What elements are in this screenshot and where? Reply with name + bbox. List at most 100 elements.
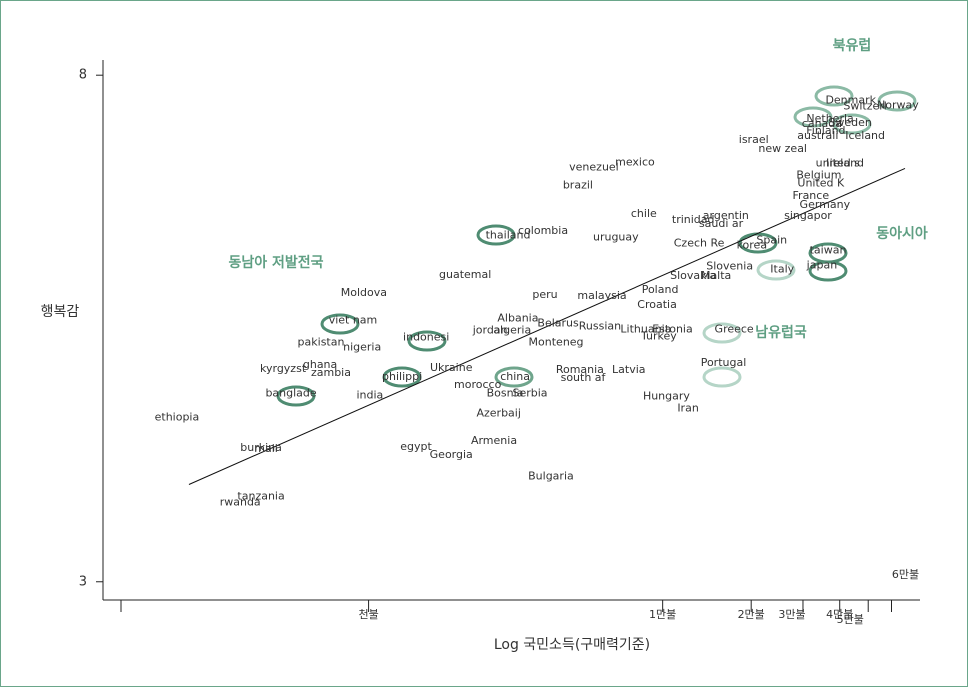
point-label: Slovakia — [670, 269, 716, 282]
annotation: 동아시아 — [876, 225, 928, 242]
point-label: venezuel — [569, 160, 619, 173]
highlight — [877, 90, 917, 112]
point-label: indonesi — [403, 331, 449, 344]
point-label: Sweden — [828, 116, 871, 129]
point-label: Serbia — [513, 386, 548, 399]
point-label: saudi ar — [699, 217, 744, 230]
point-label: argentin — [703, 209, 749, 222]
point-label: kyrgyzst — [260, 362, 307, 375]
point-label: morocco — [454, 378, 502, 391]
point-label: Denmark — [825, 94, 876, 107]
point-label: canada — [802, 117, 842, 130]
highlight — [320, 313, 360, 335]
point-label: Latvia — [612, 363, 646, 376]
point-label: Georgia — [430, 448, 473, 461]
point-label: France — [793, 189, 830, 202]
point-label: Ireland — [826, 156, 864, 169]
trend-line — [188, 167, 906, 485]
point-label: Poland — [642, 283, 679, 296]
point-label: trinidad — [672, 213, 715, 226]
point-label: banglade — [265, 386, 316, 399]
point-label: jordan — [472, 324, 508, 337]
point-label: Malta — [701, 269, 731, 282]
point-label: Greece — [715, 322, 754, 335]
point-label: Albania — [497, 311, 538, 324]
point-label: united s — [816, 156, 861, 169]
highlight — [276, 385, 316, 407]
highlight — [756, 259, 796, 281]
x-tick-label: 천불 — [358, 607, 378, 621]
highlight — [808, 260, 848, 282]
point-label: israel — [739, 133, 769, 146]
highlight — [702, 322, 742, 344]
x-tick-label: 4만불 — [826, 608, 853, 621]
point-label: United K — [797, 177, 845, 190]
highlight — [814, 85, 854, 107]
point-label: zambia — [311, 366, 351, 379]
point-label: Belarus — [537, 316, 579, 329]
point-label: chile — [631, 207, 657, 220]
x-tick-label: 5만불 — [837, 613, 864, 626]
point-label: tanzania — [237, 490, 284, 503]
point-label: uruguay — [593, 230, 639, 243]
point-label: guatemal — [439, 268, 491, 281]
highlight — [407, 330, 447, 352]
y-axis-label: 행복감 — [41, 304, 80, 320]
point-label: egypt — [400, 440, 432, 453]
point-label: taiwan — [810, 243, 847, 256]
point-label: Estonia — [652, 322, 693, 335]
point-label: philippi — [382, 370, 422, 383]
point-label: mexico — [615, 155, 655, 168]
highlights — [276, 85, 917, 407]
point-label: Finland — [806, 124, 845, 137]
point-label: Azerbaij — [476, 407, 520, 420]
annotation: 동남아 저발전국 — [228, 254, 323, 271]
x-tick-label: 6만불 — [892, 568, 919, 581]
point-label: Hungary — [643, 389, 690, 402]
point-label: Belgium — [796, 168, 841, 181]
x-tick-label: 1만불 — [649, 608, 676, 621]
point-label: colombia — [518, 224, 568, 237]
point-label: Croatia — [637, 298, 677, 311]
point-label: ethiopia — [155, 411, 200, 424]
highlight — [476, 224, 516, 246]
point-label: australi — [797, 129, 838, 142]
point-label: Romania — [556, 363, 604, 376]
point-label: Lithuania — [620, 322, 671, 335]
point-label: Switzerl — [843, 100, 886, 113]
point-label: new zeal — [758, 142, 807, 155]
point-label: viet nam — [329, 313, 378, 326]
point-label: rwanda — [220, 496, 261, 509]
point-label: ghana — [303, 358, 337, 371]
highlight — [738, 232, 778, 254]
point-label: Armenia — [471, 434, 517, 447]
point-label: burkina — [240, 441, 282, 454]
point-label: thailand — [486, 228, 531, 241]
point-label: Russian — [579, 319, 621, 332]
point-label: malaysia — [577, 289, 626, 302]
point-label: singapor — [784, 209, 832, 222]
annotation: 북유럽 — [833, 38, 872, 54]
point-label: Czech Re — [674, 236, 725, 249]
point-label: Germany — [800, 198, 851, 211]
point-label: nigeria — [343, 341, 381, 354]
point-label: peru — [532, 288, 557, 301]
point-label: Iceland — [845, 129, 885, 142]
point-label: Monteneg — [529, 336, 584, 349]
point-label: Italy — [770, 263, 794, 276]
annotation: 남유럽국 — [755, 324, 807, 341]
x-tick-label: 3만불 — [778, 608, 805, 621]
highlight — [832, 113, 872, 135]
highlight — [702, 366, 742, 388]
point-label: pakistan — [298, 336, 345, 349]
point-label: Ukraine — [430, 361, 473, 374]
point-label: Iran — [677, 402, 699, 415]
point-label: algeria — [493, 324, 531, 337]
point-label: india — [356, 388, 383, 401]
x-axis-label: Log 국민소득(구매력기준) — [494, 637, 650, 653]
point-label: brazil — [563, 179, 593, 192]
point-label: Bulgaria — [528, 469, 574, 482]
point-label: Bosnia — [487, 386, 524, 399]
point-label: japan — [806, 259, 838, 272]
